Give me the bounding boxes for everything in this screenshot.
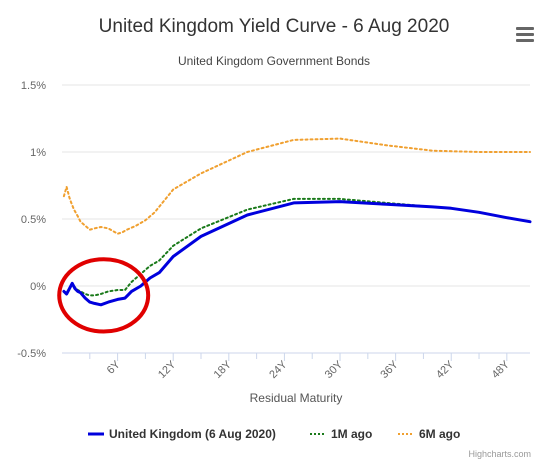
x-tick-label: 30Y <box>323 358 346 381</box>
legend-symbol <box>310 433 326 435</box>
legend-item-1m-ago[interactable]: 1M ago <box>310 427 372 441</box>
y-tick-label: 1% <box>30 147 46 159</box>
chart-subtitle: United Kingdom Government Bonds <box>177 54 371 68</box>
x-tick-label: 36Y <box>378 358 401 381</box>
x-tick-label: 12Y <box>156 358 179 381</box>
y-tick-label: 0.5% <box>21 214 46 226</box>
legend-symbol <box>398 433 414 435</box>
legend-label: 1M ago <box>331 427 373 441</box>
x-axis-title: Residual Maturity <box>250 391 343 405</box>
credits-link[interactable]: Highcharts.com <box>468 449 531 459</box>
x-tick-label: 42Y <box>434 358 457 381</box>
x-tick-label: 18Y <box>212 358 235 381</box>
y-tick-label: -0.5% <box>17 348 46 360</box>
hamburger-menu-icon[interactable] <box>516 27 534 43</box>
series-line-united-kingdom <box>62 200 532 307</box>
chart-title: United Kingdom Yield Curve - 6 Aug 2020 <box>98 16 450 37</box>
x-tick-label: 48Y <box>490 358 513 381</box>
y-tick-label: 0% <box>30 281 46 293</box>
series-line-6m-ago <box>62 137 531 235</box>
y-tick-label: 1.5% <box>21 80 46 92</box>
annotation-circle <box>57 257 151 334</box>
x-tick-label: 6Y <box>105 358 123 376</box>
chart-legend: United Kingdom (6 Aug 2020) 1M ago 6M ago <box>0 427 548 443</box>
legend-symbol <box>88 432 104 436</box>
legend-item-united-kingdom[interactable]: United Kingdom (6 Aug 2020) <box>88 427 276 441</box>
legend-item-6m-ago[interactable]: 6M ago <box>398 427 460 441</box>
x-tick-label: 24Y <box>267 358 290 381</box>
series-line-1m-ago <box>62 197 531 297</box>
legend-label: 6M ago <box>419 427 461 441</box>
legend-label: United Kingdom (6 Aug 2020) <box>109 427 276 441</box>
